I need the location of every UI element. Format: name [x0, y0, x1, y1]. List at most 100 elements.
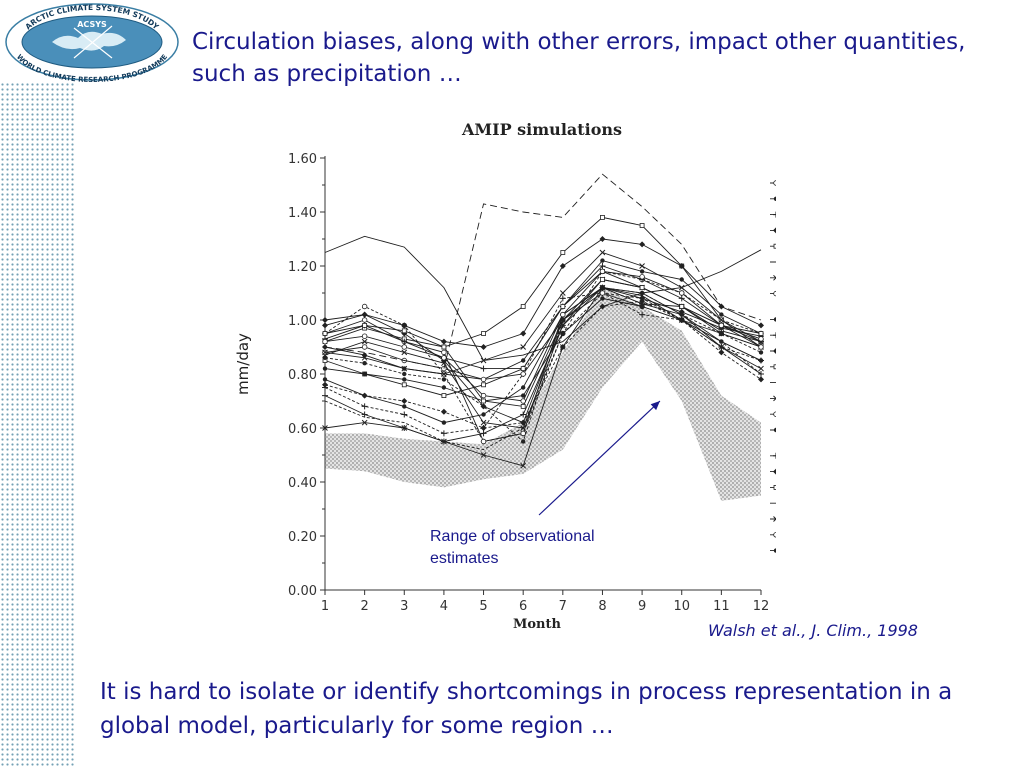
data-point	[678, 317, 685, 323]
legend-marker	[773, 348, 776, 354]
data-point	[599, 290, 606, 296]
data-point	[441, 344, 447, 350]
data-point	[639, 285, 645, 291]
y-tick-label: 0.40	[288, 476, 317, 491]
legend-marker	[773, 180, 776, 186]
data-point	[480, 452, 487, 458]
x-tick-label: 7	[559, 599, 567, 614]
series-line	[324, 292, 762, 451]
data-point	[719, 339, 724, 344]
data-point	[361, 354, 368, 361]
legend-marker	[773, 395, 776, 402]
legend-marker	[773, 211, 776, 218]
data-point	[440, 408, 447, 415]
legend-marker	[773, 532, 776, 538]
data-point	[679, 312, 684, 317]
data-point	[520, 439, 526, 444]
legend-marker	[773, 274, 776, 281]
legend-marker	[773, 332, 776, 339]
y-tick-label: 1.00	[288, 314, 317, 329]
y-tick-label: 0.00	[288, 584, 317, 599]
x-axis-label: Month	[513, 617, 562, 632]
annotation-arrow-head	[650, 401, 660, 411]
y-tick-label: 1.40	[288, 206, 317, 221]
legend-marker	[773, 317, 776, 322]
series-line	[324, 251, 762, 375]
data-point	[520, 403, 526, 409]
data-point	[481, 412, 486, 417]
data-point	[520, 430, 526, 437]
data-point	[481, 404, 486, 409]
data-point	[361, 303, 368, 310]
series-line	[324, 238, 762, 348]
data-point	[520, 462, 527, 469]
data-point	[520, 398, 526, 404]
series-line	[324, 279, 762, 429]
data-point	[600, 215, 605, 220]
x-tick-label: 12	[753, 599, 770, 614]
data-point	[440, 338, 447, 345]
data-point	[639, 241, 646, 248]
data-point	[520, 419, 527, 426]
legend-marker	[773, 452, 776, 459]
data-point	[559, 263, 566, 269]
x-tick-label: 9	[638, 599, 646, 614]
data-point	[401, 344, 407, 350]
data-point	[758, 331, 764, 336]
data-point	[480, 344, 487, 350]
data-point	[520, 366, 526, 372]
data-point	[600, 296, 605, 301]
data-point	[361, 344, 368, 350]
data-point	[758, 336, 764, 342]
data-point	[441, 371, 447, 377]
x-tick-label: 11	[713, 599, 730, 614]
y-tick-label: 0.60	[288, 422, 317, 437]
data-point	[441, 377, 447, 382]
data-point	[600, 277, 605, 282]
legend-marker	[773, 227, 776, 234]
data-point	[401, 365, 408, 372]
data-point	[361, 419, 368, 426]
observational-range-band	[325, 287, 761, 501]
data-point	[322, 377, 328, 382]
x-tick-label: 2	[360, 599, 368, 614]
data-point	[639, 223, 645, 228]
data-point	[718, 344, 725, 350]
data-point	[599, 249, 606, 256]
data-point	[520, 344, 527, 350]
data-point	[678, 284, 685, 291]
data-point	[758, 358, 764, 363]
data-point	[520, 411, 527, 418]
data-point	[362, 371, 367, 377]
series-line	[324, 287, 762, 442]
data-point	[362, 361, 367, 366]
data-point	[361, 317, 368, 323]
data-point	[679, 290, 685, 296]
series-line	[324, 270, 762, 443]
series-line	[324, 300, 762, 429]
data-point	[322, 322, 328, 329]
data-point	[718, 349, 725, 356]
series-line	[324, 216, 762, 348]
data-point	[599, 236, 606, 242]
annotation-arrow-line	[538, 400, 661, 516]
data-point	[361, 333, 368, 339]
data-point	[441, 420, 447, 425]
slide-title: Circulation biases, along with other err…	[192, 29, 966, 87]
legend-marker	[773, 196, 776, 201]
data-point	[481, 382, 486, 388]
data-point	[560, 311, 566, 318]
data-point	[520, 385, 526, 390]
data-point	[559, 290, 566, 296]
data-point	[441, 355, 447, 361]
data-point	[480, 392, 487, 399]
data-point	[480, 376, 487, 383]
data-point	[758, 322, 764, 329]
data-point	[361, 403, 368, 410]
data-point	[401, 338, 408, 345]
x-tick-label: 6	[519, 599, 527, 614]
legend-marker	[773, 427, 776, 433]
data-point	[639, 269, 645, 274]
dotted-background-column	[0, 82, 74, 768]
data-point	[599, 268, 606, 275]
